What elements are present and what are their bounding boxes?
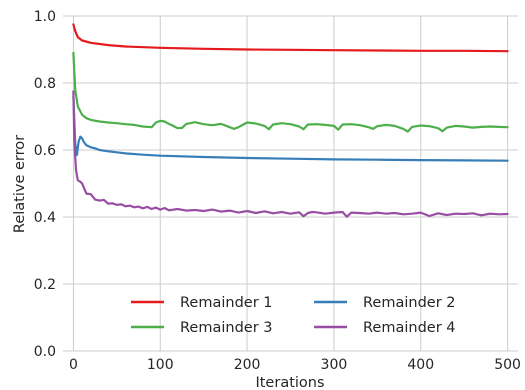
series-line-remainder-4 [72, 90, 509, 218]
y-tick-label: 0.2 [34, 277, 56, 293]
y-tick-label: 0.8 [34, 76, 56, 92]
y-tick-label: 1.0 [34, 9, 56, 25]
x-tick-label: 0 [69, 357, 78, 373]
plot-area-background [63, 16, 518, 351]
legend-label: Remainder 3 [180, 320, 273, 336]
x-tick-label: 300 [321, 357, 348, 373]
y-tick-label: 0.6 [34, 143, 56, 159]
y-tick-label: 0.0 [34, 344, 56, 360]
legend-label: Remainder 1 [180, 295, 273, 311]
x-tick-label: 500 [494, 357, 521, 373]
legend: Remainder 1 Remainder 2 Remainder 3 Remaind… [131, 295, 456, 336]
x-axis-label: Iterations [255, 375, 324, 390]
y-tick-label: 0.4 [34, 210, 56, 226]
series-lines [72, 23, 509, 218]
legend-label: Remainder 2 [363, 295, 456, 311]
tick-labels: 0 100 200 300 400 500 0.0 0.2 0.4 0.6 0.8 1.0 [34, 9, 521, 373]
x-tick-label: 100 [147, 357, 174, 373]
x-tick-label: 200 [234, 357, 261, 373]
x-tick-label: 400 [407, 357, 434, 373]
series-line-remainder-3 [72, 51, 509, 133]
legend-label: Remainder 4 [363, 320, 456, 336]
series-line-remainder-2 [72, 95, 509, 162]
y-axis-label: Relative error [12, 135, 28, 233]
grid-lines [63, 15, 518, 352]
series-line-remainder-1 [72, 23, 509, 53]
